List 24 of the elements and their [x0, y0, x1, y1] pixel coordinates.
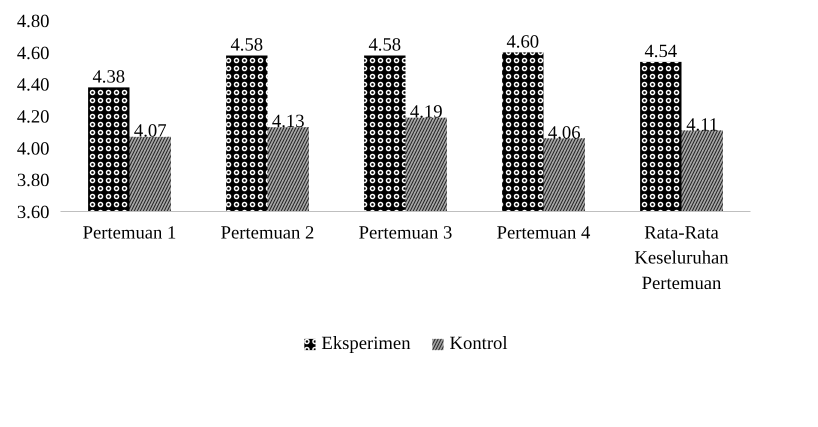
y-tick-label: 4.80	[16, 11, 50, 32]
data-label: 4.58	[368, 34, 402, 56]
data-label: 4.58	[230, 34, 264, 56]
data-label: 4.07	[134, 120, 167, 142]
x-tick-label: Pertemuan 2	[220, 222, 314, 244]
legend-label: Eksperimen	[321, 333, 411, 355]
y-tick-label: 4.60	[16, 42, 50, 64]
data-label: 4.13	[272, 111, 305, 132]
x-tick-label: Pertemuan 1	[82, 222, 176, 244]
data-label: 4.11	[686, 114, 718, 136]
x-tick-label: Pertemuan 4	[496, 222, 592, 244]
data-label: 4.54	[644, 41, 678, 62]
y-tick-label: 3.80	[16, 170, 50, 192]
x-tick-label: Pertemuan 3	[358, 222, 452, 244]
data-label: 4.38	[92, 66, 126, 88]
x-tick-label: Rata-Rata Keseluruhan Pertemuan	[634, 222, 730, 294]
y-tick-label: 3.60	[16, 202, 50, 224]
data-label: 4.06	[548, 122, 581, 144]
data-label: 4.60	[506, 32, 540, 53]
y-tick-label: 4.20	[16, 106, 50, 128]
y-tick-label: 4.40	[16, 74, 50, 96]
y-tick-label: 4.00	[16, 138, 50, 160]
data-label: 4.19	[410, 102, 443, 123]
legend-label: Kontrol	[450, 333, 508, 355]
